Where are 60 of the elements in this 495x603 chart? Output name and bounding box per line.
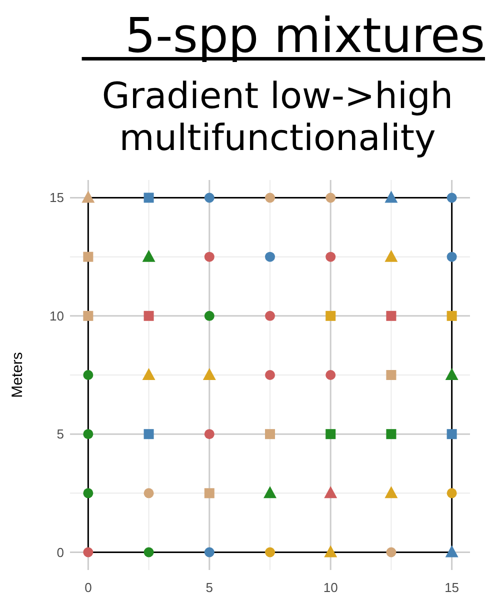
point [202,368,216,380]
point [384,190,398,203]
point [83,370,94,380]
point [82,190,95,203]
point [204,310,214,321]
point [144,547,154,558]
point [326,192,336,203]
point [144,192,154,203]
point [324,545,338,558]
point [386,370,396,380]
point [144,310,154,321]
chart-title: 5-spp mixtures [124,8,485,64]
point [265,547,275,558]
point [384,250,398,262]
point [446,252,457,262]
point [204,488,214,498]
point [83,310,94,321]
point [384,486,398,498]
point [445,368,458,380]
point [446,310,457,321]
x-tick-label: 10 [323,580,338,595]
y-tick-label: 15 [50,190,64,206]
point [445,545,458,558]
point [265,252,275,262]
point [204,252,214,262]
y-axis-title: Meters [9,352,26,398]
point [264,486,276,498]
point [204,429,214,440]
chart-subtitle: Gradient low->high multifunctionality [102,76,454,159]
point [446,429,457,440]
point [265,192,275,203]
point [144,429,154,440]
point [83,547,94,558]
point [83,252,94,262]
point [386,547,396,558]
y-tick-label: 10 [50,308,64,324]
y-tick-label: 5 [56,426,64,442]
point [204,547,214,558]
y-tick-label: 0 [56,544,64,560]
point [83,488,94,498]
point [144,488,154,498]
point [326,370,336,380]
x-tick-label: 0 [84,580,92,595]
point [326,429,336,440]
point [204,192,214,203]
point [142,250,156,262]
point [83,429,94,440]
point [446,192,457,203]
point [142,368,156,380]
point [265,370,275,380]
point [386,429,396,440]
x-tick-label: 5 [206,580,214,595]
x-tick-label: 15 [444,580,460,595]
point [324,486,338,498]
point [326,252,336,262]
point [386,310,396,321]
point [265,429,275,440]
point [446,488,457,498]
point [326,310,336,321]
point [265,310,275,321]
